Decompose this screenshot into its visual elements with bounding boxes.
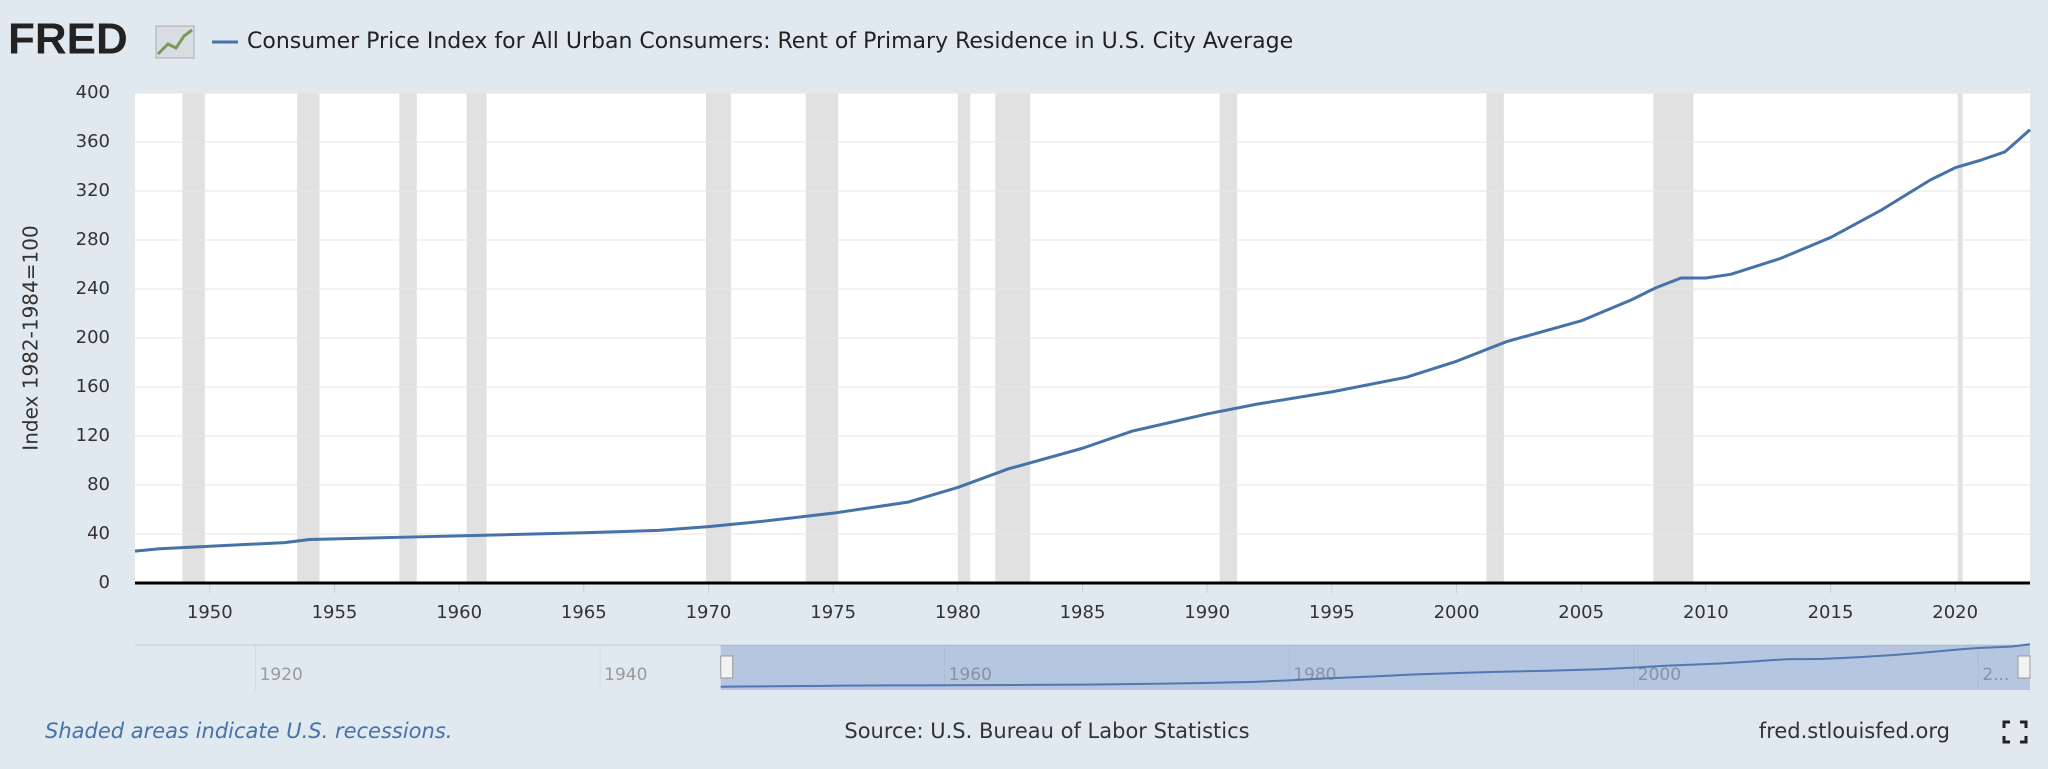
x-tick-label: 1990 (1184, 602, 1230, 623)
x-tick-label: 1955 (312, 602, 358, 623)
x-tick-label: 1975 (810, 602, 856, 623)
note: Shaded areas indicate U.S. recessions. (45, 719, 452, 743)
y-tick-label: 200 (76, 327, 110, 348)
x-tick-label: 2020 (1932, 602, 1978, 623)
source: Source: U.S. Bureau of Labor Statistics (844, 719, 1249, 743)
navigator-tick-label: 1960 (949, 665, 992, 685)
y-tick-label: 160 (76, 376, 110, 397)
x-tick-label: 2010 (1683, 602, 1729, 623)
logo: FRED (8, 15, 128, 64)
x-tick-label: 1960 (436, 602, 482, 623)
y-tick-label: 360 (76, 131, 110, 152)
y-tick-label: 0 (99, 572, 110, 593)
logo-icon (155, 25, 195, 59)
fullscreen-icon[interactable] (2002, 720, 2028, 744)
legend-label: Consumer Price Index for All Urban Consu… (247, 29, 1293, 54)
y-tick-label: 40 (87, 523, 110, 544)
x-tick-label: 1965 (561, 602, 607, 623)
navigator-selection (720, 645, 2030, 690)
y-tick-label: 120 (76, 425, 110, 446)
y-tick-label: 320 (76, 180, 110, 201)
navigator-tick-label: 2... (1982, 665, 2009, 685)
navigator-tick-label: 1940 (604, 665, 647, 685)
y-tick-label: 240 (76, 278, 110, 299)
y-tick-label: 280 (76, 229, 110, 250)
x-tick-label: 1995 (1309, 602, 1355, 623)
y-axis-label: Index 1982-1984=100 (19, 225, 43, 450)
series-line (134, 128, 2031, 553)
navigator-tick-label: 1920 (260, 665, 303, 685)
x-tick-label: 2015 (1808, 602, 1854, 623)
x-tick-label: 1980 (935, 602, 981, 623)
x-tick-label: 1985 (1060, 602, 1106, 623)
x-tick-label: 1970 (686, 602, 732, 623)
site: fred.stlouisfed.org (1759, 719, 1950, 743)
series-line (720, 643, 2031, 688)
x-tick-label: 2005 (1558, 602, 1604, 623)
x-tick-label: 2000 (1434, 602, 1480, 623)
y-tick-label: 80 (87, 474, 110, 495)
navigator-handle[interactable] (2017, 655, 2031, 679)
y-tick-label: 400 (76, 82, 110, 103)
navigator-handle[interactable] (720, 655, 734, 679)
x-tick-label: 1950 (187, 602, 233, 623)
navigator-tick-label: 2000 (1638, 665, 1681, 685)
